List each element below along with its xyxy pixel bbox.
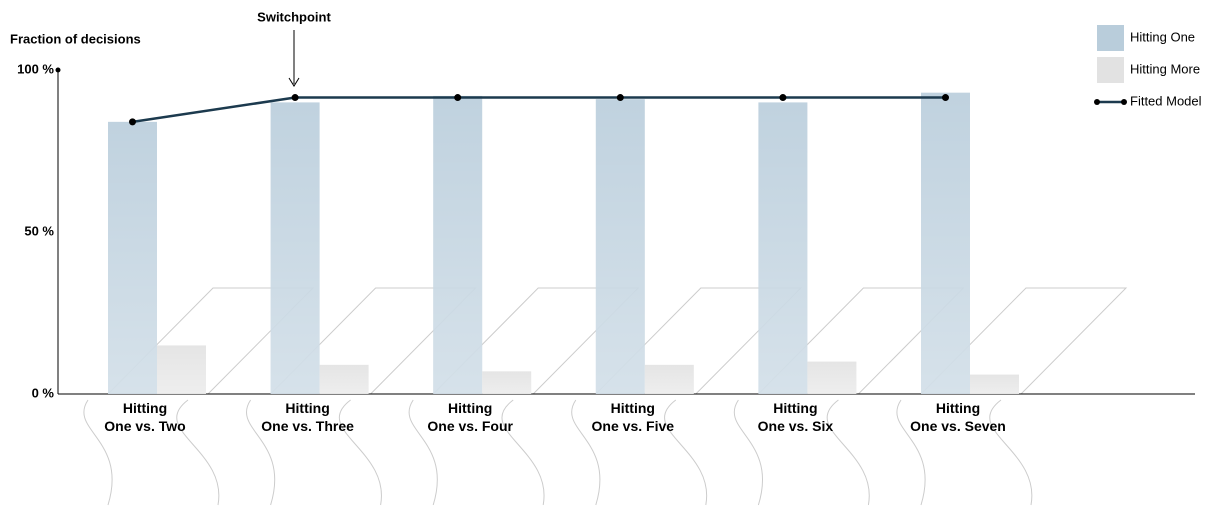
legend-swatch bbox=[1097, 57, 1124, 83]
y-axis-label: Fraction of decisions bbox=[10, 31, 141, 46]
y-tick bbox=[55, 67, 61, 73]
x-tick-label: Hitting One vs. Seven bbox=[910, 400, 1006, 434]
bar-shade bbox=[970, 374, 1019, 394]
y-tick-label: 0 % bbox=[32, 385, 55, 400]
legend-label: Hitting More bbox=[1130, 61, 1200, 76]
x-tick-label: Hitting One vs. Four bbox=[427, 400, 513, 434]
bar-shade bbox=[644, 364, 694, 394]
point bbox=[942, 94, 949, 102]
point bbox=[779, 94, 787, 102]
point bbox=[291, 94, 299, 102]
road bbox=[83, 399, 220, 506]
road bbox=[896, 399, 1033, 506]
point bbox=[454, 94, 462, 102]
bar-shade bbox=[758, 102, 808, 395]
road bbox=[408, 399, 545, 506]
road bbox=[571, 399, 708, 506]
bar-shade bbox=[921, 92, 970, 395]
bar-shade bbox=[433, 95, 483, 395]
x-tick-label: Hitting One vs. Five bbox=[591, 400, 675, 434]
road bbox=[733, 399, 870, 506]
bar-shade bbox=[595, 99, 645, 394]
legend-swatch bbox=[1097, 25, 1124, 51]
x-tick-label: Hitting One vs. Two bbox=[104, 400, 186, 434]
annotation: Switchpoint bbox=[257, 9, 331, 24]
point bbox=[129, 118, 136, 126]
annotation-arrowhead bbox=[288, 77, 300, 87]
bar-shade bbox=[108, 121, 157, 394]
bar-shade bbox=[157, 345, 206, 394]
road bbox=[245, 399, 382, 506]
bar-shade bbox=[270, 102, 320, 395]
point bbox=[616, 94, 624, 102]
legend-dot bbox=[1121, 99, 1127, 105]
legend-label: Hitting One bbox=[1130, 29, 1195, 44]
x-tick-label: Hitting One vs. Three bbox=[261, 400, 354, 434]
bar-shade bbox=[319, 364, 369, 394]
bar-shade bbox=[807, 361, 857, 394]
bar-shade bbox=[482, 371, 532, 394]
y-tick-label: 100 % bbox=[17, 61, 54, 76]
x-tick-label: Hitting One vs. Six bbox=[757, 400, 834, 434]
legend-dot bbox=[1094, 99, 1100, 105]
line bbox=[132, 96, 946, 124]
legend-label: Fitted Model bbox=[1130, 93, 1202, 108]
y-tick-label: 50 % bbox=[24, 223, 54, 238]
